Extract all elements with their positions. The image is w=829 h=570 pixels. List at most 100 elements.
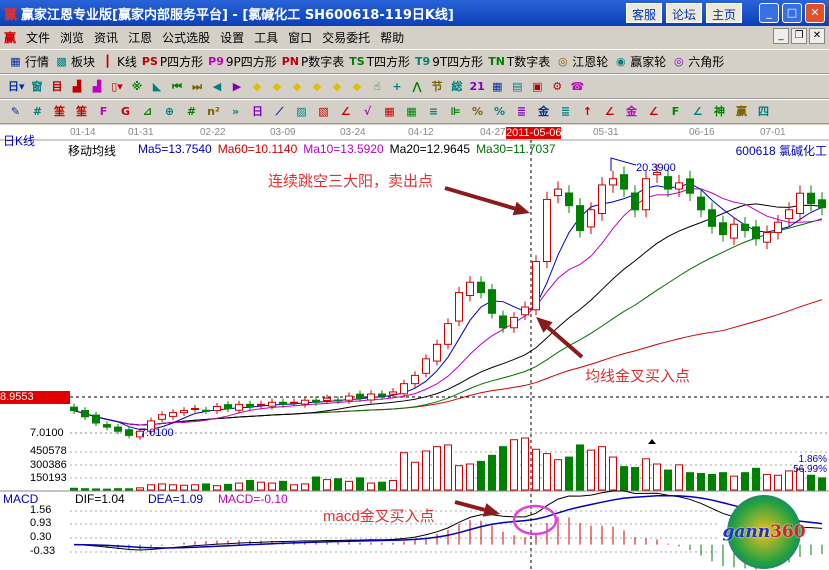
tool-ruler[interactable]: ⊫ bbox=[448, 104, 463, 120]
tool-more[interactable]: » bbox=[228, 104, 243, 120]
tool-grid3[interactable]: ▦ bbox=[382, 104, 397, 120]
tool-calendar[interactable]: 21 bbox=[470, 79, 485, 95]
tool-phone[interactable]: ☎ bbox=[570, 79, 585, 95]
tool-candle[interactable]: ▯▾ bbox=[110, 79, 125, 95]
tool-cross-diamond[interactable]: ◆ bbox=[330, 79, 345, 95]
menu-item[interactable]: 设置 bbox=[220, 31, 245, 45]
menu-item[interactable]: 文件 bbox=[26, 31, 51, 45]
mdi-restore-button[interactable]: ❐ bbox=[791, 28, 807, 44]
toolbar-button-ps[interactable]: PS P四方形 bbox=[142, 53, 203, 70]
mdi-minimize-button[interactable]: _ bbox=[773, 28, 789, 44]
tool-coin[interactable]: 金 bbox=[536, 104, 551, 120]
tool-angle2[interactable]: ∠ bbox=[646, 104, 661, 120]
tool-up-diamond[interactable]: ◆ bbox=[270, 79, 285, 95]
tool-circle-grid[interactable]: ⊕ bbox=[162, 104, 177, 120]
tool-fan[interactable]: ⊿ bbox=[140, 104, 155, 120]
tool-gold2[interactable]: 筀 bbox=[74, 104, 89, 120]
tool-notes[interactable]: ▤ bbox=[510, 79, 525, 95]
forum-button[interactable]: 论坛 bbox=[666, 3, 703, 23]
tool-parallel[interactable]: ≡ bbox=[426, 104, 441, 120]
tool-win[interactable]: 赢 bbox=[734, 104, 749, 120]
tool-save[interactable]: ▣ bbox=[530, 79, 545, 95]
tool-v[interactable]: √ bbox=[360, 104, 375, 120]
volume-bar bbox=[576, 444, 584, 491]
close-button[interactable]: ✕ bbox=[805, 3, 825, 23]
tool-percent-fan[interactable]: % bbox=[470, 104, 485, 120]
tool-angle[interactable]: ∠ bbox=[338, 104, 353, 120]
toolbar-button-kline[interactable]: ┃ K线 bbox=[100, 53, 137, 70]
tool-gold-fan[interactable]: ∠ bbox=[602, 104, 617, 120]
tool-prev[interactable]: ◀ bbox=[210, 79, 225, 95]
chart-area[interactable]: 日K线 01-14 01-31 02-22 03-09 03-24 04-12 04-27 2… bbox=[0, 125, 829, 570]
kline-chart[interactable] bbox=[0, 125, 829, 570]
tool-crosshair[interactable]: + bbox=[390, 79, 405, 95]
tool-h-diamond[interactable]: ◆ bbox=[290, 79, 305, 95]
tool-bars3[interactable]: ▟ bbox=[70, 79, 85, 95]
minimize-button[interactable]: _ bbox=[759, 3, 779, 23]
tool-next[interactable]: ▶ bbox=[230, 79, 245, 95]
tool-rays[interactable]: ⟋ bbox=[272, 104, 287, 120]
tool-list[interactable]: 目 bbox=[50, 79, 65, 95]
home-button[interactable]: 主页 bbox=[706, 3, 743, 23]
volume-bar bbox=[81, 488, 89, 491]
tool-grid2[interactable]: 総 bbox=[450, 79, 465, 95]
tool-left-diamond[interactable]: ◆ bbox=[250, 79, 265, 95]
tool-bars9[interactable]: ▟ bbox=[90, 79, 105, 95]
toolbar-button-gann-wheel[interactable]: ◎ 江恩轮 bbox=[555, 53, 608, 70]
tool-window[interactable]: 窗 bbox=[30, 79, 45, 95]
tool-grid4[interactable]: ▦ bbox=[404, 104, 419, 120]
tool-n2[interactable]: n² bbox=[206, 104, 221, 120]
tool-f[interactable]: F bbox=[96, 104, 111, 120]
toolbar-button-winner-wheel[interactable]: ◉ 赢家轮 bbox=[613, 53, 666, 70]
tool-hash[interactable]: # bbox=[30, 104, 45, 120]
tool-section[interactable]: 节 bbox=[430, 79, 445, 95]
tool-calculator[interactable]: ▦ bbox=[490, 79, 505, 95]
tool-first[interactable]: ⏮ bbox=[170, 79, 185, 95]
tool-percent-lines[interactable]: ≣ bbox=[514, 104, 529, 120]
tool-line[interactable]: ⋀ bbox=[410, 79, 425, 95]
tool-last[interactable]: ⏭ bbox=[190, 79, 205, 95]
tool-pen[interactable]: ✎ bbox=[8, 104, 23, 120]
tool-shen[interactable]: 神 bbox=[712, 104, 727, 120]
tool-network[interactable]: ⚙ bbox=[550, 79, 565, 95]
toolbar-button-tn[interactable]: TN T数字表 bbox=[488, 53, 550, 70]
maximize-button[interactable]: □ bbox=[782, 3, 802, 23]
tool-box-fan[interactable]: ▨ bbox=[294, 104, 309, 120]
toolbar-button-blocks[interactable]: ▩ 板块 bbox=[54, 53, 95, 70]
tool-gold3[interactable]: 金 bbox=[624, 104, 639, 120]
menu-item[interactable]: 交易委托 bbox=[322, 31, 371, 45]
tool-all-diamond[interactable]: ◆ bbox=[350, 79, 365, 95]
tool-frame[interactable]: 日 bbox=[250, 104, 265, 120]
menu-item[interactable]: 浏览 bbox=[60, 31, 85, 45]
tool-arrow-up[interactable]: ↑ bbox=[580, 104, 595, 120]
toolbar-button-pn[interactable]: PN P数字表 bbox=[282, 53, 345, 70]
tool-spiral[interactable]: G bbox=[118, 104, 133, 120]
candle bbox=[224, 404, 232, 409]
menu-item[interactable]: 江恩 bbox=[128, 31, 153, 45]
toolbar-button-hexagon[interactable]: ◎ 六角形 bbox=[671, 53, 724, 70]
tool-four[interactable]: 四 bbox=[756, 104, 771, 120]
menu-item[interactable]: 工具 bbox=[254, 31, 279, 45]
tool-period-day[interactable]: 日▾ bbox=[8, 79, 25, 95]
tool-f-angle[interactable]: F bbox=[668, 104, 683, 120]
menu-item[interactable]: 资讯 bbox=[94, 31, 119, 45]
toolbar-button-grid[interactable]: ▦ 行情 bbox=[8, 53, 49, 70]
mdi-close-button[interactable]: ✕ bbox=[809, 28, 825, 44]
tool-box-fan2[interactable]: ▧ bbox=[316, 104, 331, 120]
menu-item[interactable]: 窗口 bbox=[288, 31, 313, 45]
tool-flag[interactable]: ◣ bbox=[150, 79, 165, 95]
tool-hand[interactable]: ☝ bbox=[370, 79, 385, 95]
tool-gold1[interactable]: 筀 bbox=[52, 104, 67, 120]
tool-v-diamond[interactable]: ◆ bbox=[310, 79, 325, 95]
toolbar-button-p9[interactable]: P9 9P四方形 bbox=[208, 53, 277, 70]
tool-gold-angle[interactable]: ∠ bbox=[690, 104, 705, 120]
toolbar-button-t9[interactable]: T9 9T四方形 bbox=[415, 53, 483, 70]
service-button[interactable]: 客服 bbox=[626, 3, 663, 23]
toolbar-button-ts[interactable]: TS T四方形 bbox=[349, 53, 410, 70]
menu-item[interactable]: 公式选股 bbox=[162, 31, 211, 45]
tool-percent[interactable]: % bbox=[492, 104, 507, 120]
menu-item[interactable]: 帮助 bbox=[380, 31, 405, 45]
tool-hash2[interactable]: # bbox=[184, 104, 199, 120]
tool-pattern[interactable]: ※ bbox=[130, 79, 145, 95]
tool-gold-lines[interactable]: ≣ bbox=[558, 104, 573, 120]
